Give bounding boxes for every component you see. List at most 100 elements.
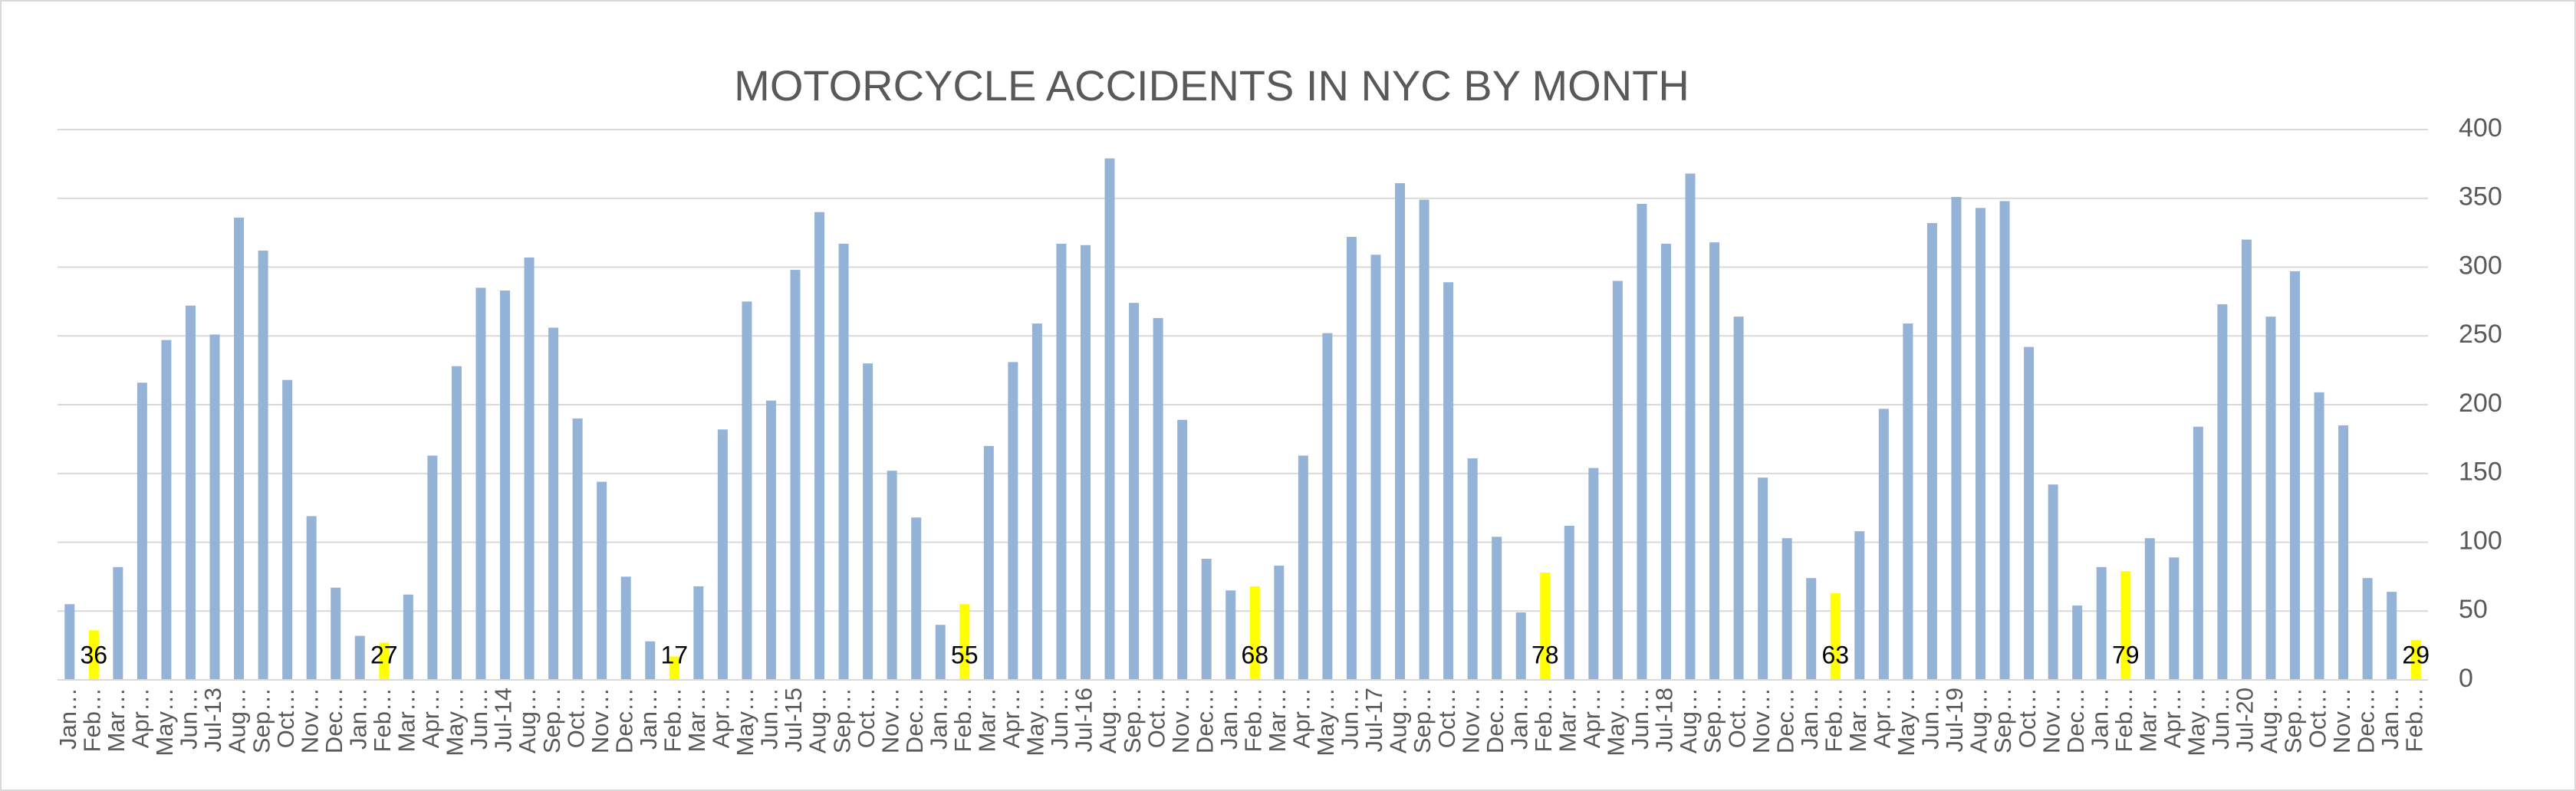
bar [1830,592,1841,680]
bar [331,587,341,680]
x-tick-label: Aug… [1094,688,1121,753]
x-tick-label: Feb… [659,688,686,752]
x-tick-label: Jun… [176,688,202,750]
bar [1201,559,1212,680]
bar [572,418,583,680]
bar [161,340,172,680]
bar [2096,566,2107,680]
bar [911,517,922,680]
bar [1926,223,1937,680]
bar [1999,201,2010,681]
x-tick-label: Mar… [1554,688,1581,752]
bar [1951,196,1962,681]
bar [645,641,656,680]
x-tick-label: Jul-18 [1651,688,1678,752]
x-tick-label: Oct… [562,688,589,748]
bar [234,217,245,680]
x-tick-label: May… [1893,688,1920,757]
bar [2193,426,2203,680]
x-tick-label: Jan… [2086,688,2113,750]
x-tick-label: Jun… [2207,688,2234,750]
bar [1177,419,1188,680]
x-tick-label: Jul-13 [199,688,226,752]
x-tick-label: Aug… [1966,688,1992,753]
y-tick-label: 250 [2459,320,2502,349]
bar [1806,578,1817,680]
bar [959,604,970,680]
bar [1515,612,1526,680]
x-tick-label: Sep… [1699,688,1726,753]
chart-title: MOTORCYCLE ACCIDENTS IN NYC BY MONTH [734,61,1689,110]
bar [863,363,873,680]
x-tick-label: Nov… [1748,688,1775,753]
x-tick-label: Dec… [901,688,928,753]
bar [1854,531,1865,680]
x-tick-label: Feb… [1239,688,1266,752]
y-tick-label: 400 [2459,113,2502,143]
data-label: 36 [81,641,108,668]
x-tick-label: Mar… [103,688,130,752]
x-tick-label: Apr… [417,688,444,748]
x-tick-label: Oct… [2304,688,2331,748]
bar [814,212,825,680]
y-tick-label: 150 [2459,458,2502,487]
bar [1346,237,1357,680]
x-tick-label: Jan… [2377,688,2403,750]
x-tick-label: Apr… [1869,688,1896,748]
x-tick-label: Mar… [1264,688,1291,752]
x-tick-label: Nov… [877,688,903,753]
bar [2410,639,2421,680]
bar [1129,303,1140,680]
bar [1443,282,1454,680]
data-label: 29 [2402,641,2430,668]
x-tick-label: Oct… [2014,688,2041,748]
bar [1249,586,1260,680]
bar [935,625,946,680]
bar [1008,362,1018,680]
bar [2314,392,2324,680]
y-tick-label: 350 [2459,182,2502,212]
bar [209,334,220,680]
x-tick-label: May… [1022,688,1049,757]
x-tick-label: Dec… [610,688,637,753]
bar [2144,538,2155,680]
x-tick-label: Feb… [949,688,976,752]
x-tick-label: Mar… [393,688,420,752]
bar [2072,606,2083,680]
x-tick-label: Apr… [2159,688,2186,748]
x-tick-label: Nov… [587,688,614,753]
x-tick-label: Sep… [248,688,275,753]
x-tick-label: Feb… [2110,688,2137,752]
x-tick-label: Jan… [344,688,371,750]
x-tick-label: Jul-17 [1360,688,1387,752]
x-tick-label: Aug… [224,688,251,753]
x-tick-label: Sep… [1409,688,1436,753]
bar [765,400,776,680]
x-tick-label: Jun… [1627,688,1653,750]
x-tick-label: Feb… [369,688,396,752]
x-tick-label: Jul-19 [1941,688,1968,752]
x-tick-label: Sep… [828,688,855,753]
x-tick-label: Nov… [2328,688,2355,753]
x-tick-label: Aug… [2255,688,2282,753]
bar [669,656,679,680]
x-tick-label: May… [2183,688,2210,757]
x-tick-label: May… [1312,688,1339,757]
x-tick-label: Oct… [1143,688,1170,748]
data-label: 78 [1531,641,1559,668]
bar [137,382,147,680]
bar [1492,537,1502,680]
bar [1080,245,1091,680]
bar [1419,199,1429,680]
bar [2169,557,2180,680]
bar [306,516,317,680]
x-tick-label: Dec… [321,688,347,753]
x-tick-label: Feb… [2400,688,2427,752]
bar [1467,458,1478,680]
x-tick-label: Jan… [1505,688,1532,750]
x-tick-label: Feb… [78,688,105,752]
bar [1056,243,1067,680]
x-tick-label: Apr… [1578,688,1605,748]
bar [2265,317,2276,680]
